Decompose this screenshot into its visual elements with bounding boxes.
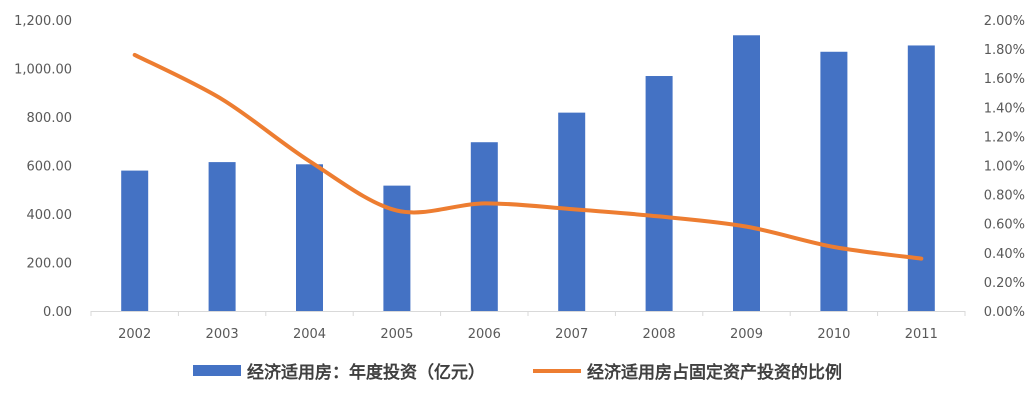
legend-item-line: 经济适用房占固定资产投资的比例 [533,358,842,383]
x-axis-label: 2011 [905,327,938,342]
right-axis-tick: 0.00% [984,305,1025,320]
bar-2005 [383,185,411,311]
legend-item-bar: 经济适用房：年度投资（亿元） [193,358,485,383]
left-axis-tick: 400.00 [27,208,73,223]
legend-swatch-line [533,368,581,373]
right-axis-tick: 0.60% [984,218,1025,233]
left-axis-tick: 1,000.00 [14,63,72,78]
right-axis-tick: 1.20% [984,130,1025,145]
chart-plot: 0.00 200.00 400.00 600.00 800.00 1,000.00 1,20… [14,14,1025,342]
legend: 经济适用房：年度投资（亿元） 经济适用房占固定资产投资的比例 [0,358,1035,383]
x-axis-label: 2002 [118,327,151,342]
x-axis-label: 2008 [643,327,676,342]
right-axis-tick: 1.40% [984,101,1025,116]
bar-2011 [907,45,935,312]
left-axis-tick: 0.00 [43,305,72,320]
legend-label-line: 经济适用房占固定资产投资的比例 [587,363,842,383]
right-axis-tick: 1.60% [984,72,1025,87]
x-axis-label: 2004 [293,327,326,342]
left-axis-tick: 600.00 [27,160,73,175]
right-axis-tick: 0.80% [984,189,1025,204]
right-axis-tick: 1.80% [984,43,1025,58]
bar-2008 [645,76,673,311]
bar-2003 [208,162,236,311]
legend-label-bar: 经济适用房：年度投资（亿元） [247,363,485,383]
ratio-line [132,52,924,261]
bar-2004 [296,164,323,311]
right-axis-tick: 0.20% [984,276,1025,291]
right-axis-tick: 0.40% [984,247,1025,262]
x-axis-label: 2006 [468,327,501,342]
left-axis-tick: 200.00 [27,257,73,272]
bar-2009 [733,35,760,312]
legend-swatch-bar [193,365,241,376]
x-axis-label: 2005 [380,327,413,342]
bar-2010 [820,51,848,312]
right-axis-tick: 1.00% [984,160,1025,175]
bar-2006 [470,142,498,311]
x-axis-label: 2003 [206,327,239,342]
left-axis-tick: 800.00 [27,111,73,126]
x-axis-label: 2007 [555,327,588,342]
x-axis-label: 2009 [730,327,763,342]
x-axis-label: 2010 [817,327,850,342]
right-axis-tick: 2.00% [984,14,1025,29]
bar-2002 [121,170,149,311]
left-axis-tick: 1,200.00 [14,14,72,29]
